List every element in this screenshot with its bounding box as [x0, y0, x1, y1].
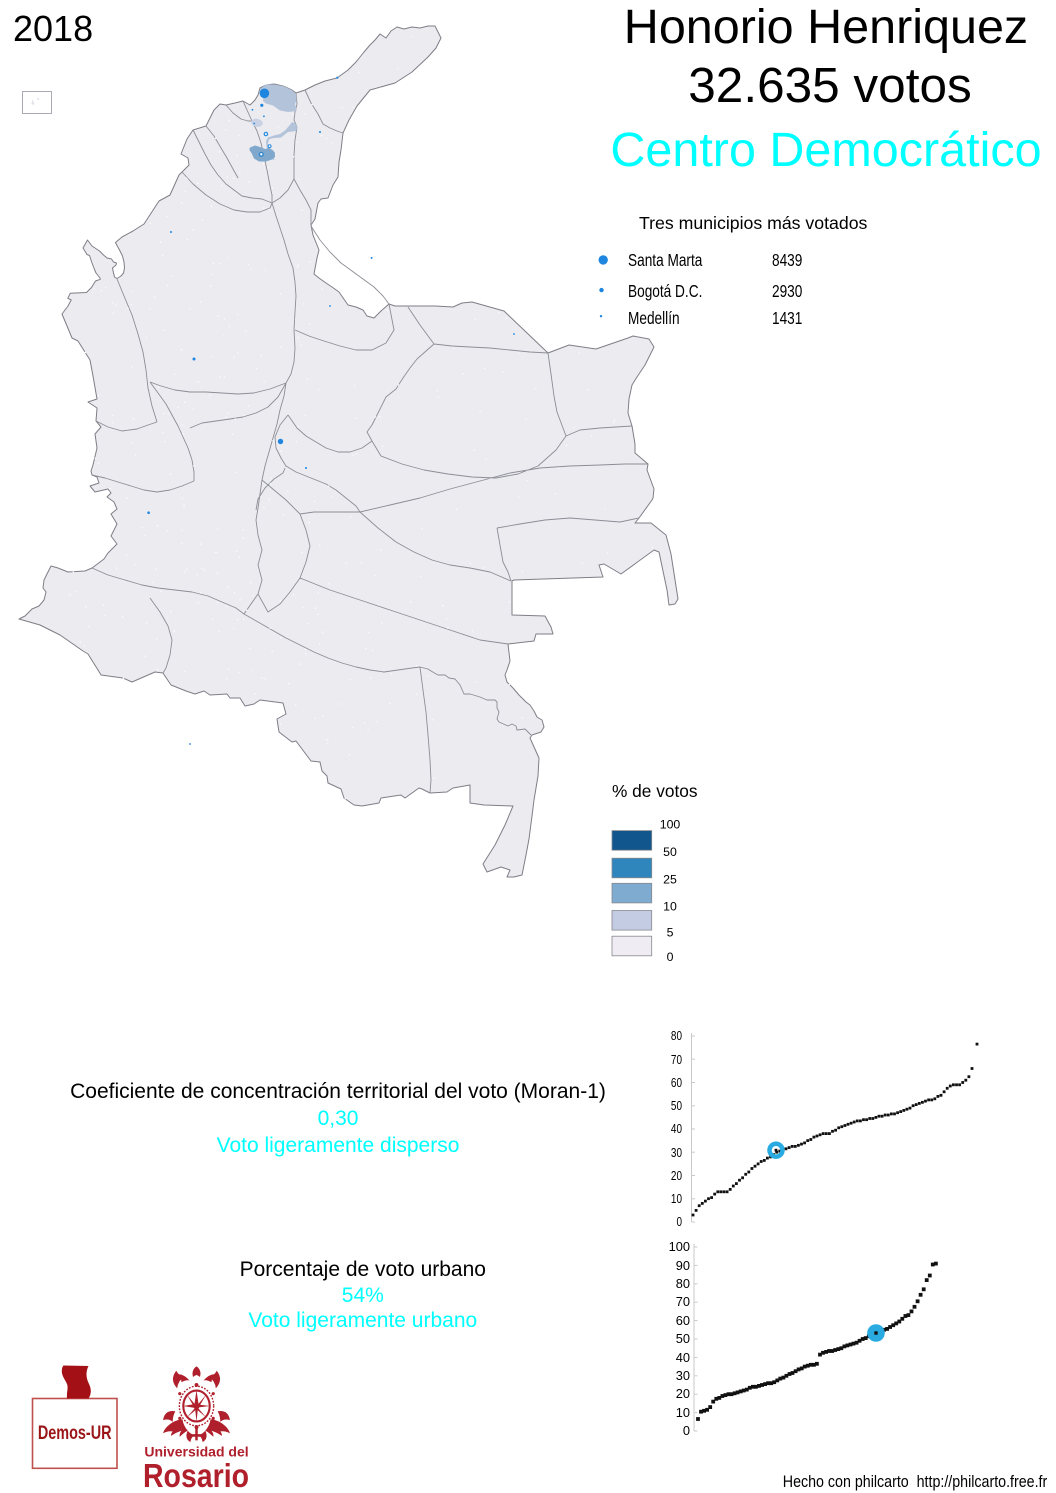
svg-text:80: 80	[671, 1030, 682, 1043]
svg-text:90: 90	[676, 1258, 690, 1273]
svg-text:40: 40	[676, 1350, 690, 1365]
svg-text:80: 80	[676, 1276, 690, 1291]
svg-text:100: 100	[660, 818, 681, 832]
svg-text:20: 20	[671, 1170, 682, 1183]
svg-text:25: 25	[663, 873, 677, 887]
svg-text:50: 50	[676, 1331, 690, 1346]
svg-text:60: 60	[676, 1313, 690, 1328]
svg-text:10: 10	[663, 900, 677, 914]
svg-text:10: 10	[676, 1405, 690, 1420]
svg-text:100: 100	[669, 1239, 690, 1254]
svg-text:Demos-UR: Demos-UR	[38, 1421, 112, 1444]
svg-text:10: 10	[671, 1193, 682, 1206]
svg-text:70: 70	[676, 1294, 690, 1309]
svg-text:50: 50	[671, 1100, 682, 1113]
svg-text:0: 0	[683, 1423, 690, 1438]
svg-text:Rosario: Rosario	[144, 1457, 249, 1493]
svg-text:40: 40	[671, 1123, 682, 1136]
svg-text:Universidad del: Universidad del	[144, 1443, 248, 1459]
svg-text:0: 0	[667, 950, 674, 964]
svg-text:0: 0	[676, 1216, 682, 1229]
svg-text:70: 70	[671, 1054, 682, 1067]
svg-text:20: 20	[676, 1386, 690, 1401]
svg-text:5: 5	[667, 926, 674, 940]
svg-text:30: 30	[676, 1368, 690, 1383]
svg-text:30: 30	[671, 1147, 682, 1160]
svg-text:60: 60	[671, 1077, 682, 1090]
svg-text:50: 50	[663, 845, 677, 859]
